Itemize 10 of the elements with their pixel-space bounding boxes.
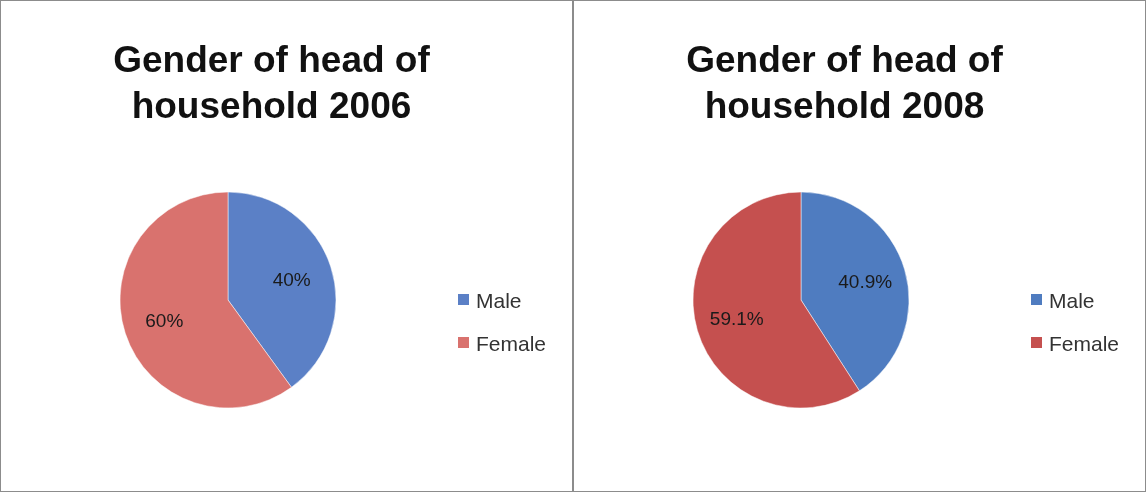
- chart-title: Gender of head of household 2008: [686, 39, 1004, 126]
- data-label: 40%: [272, 268, 311, 290]
- legend-label: Female: [476, 331, 547, 355]
- legend-label: Female: [1049, 331, 1120, 355]
- data-label: 40.9%: [838, 270, 893, 292]
- data-label: 60%: [145, 310, 184, 332]
- legend-label: Male: [1049, 288, 1095, 312]
- chart-title: Gender of head of household 2006: [113, 39, 431, 126]
- legend-label: Male: [476, 288, 522, 312]
- data-label: 59.1%: [709, 308, 764, 330]
